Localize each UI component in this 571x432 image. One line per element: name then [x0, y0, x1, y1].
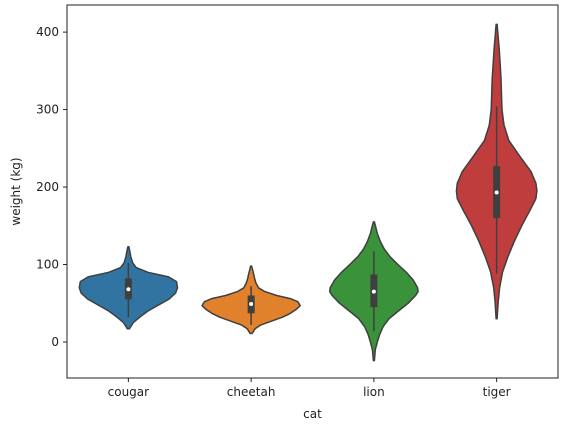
- y-tick-label-0: 0: [51, 335, 59, 349]
- violin-layer: [78, 23, 538, 362]
- median-dot-lion: [371, 289, 376, 294]
- y-tick-label-400: 400: [36, 25, 59, 39]
- plot-frame: [66, 4, 559, 379]
- y-tick-label-200: 200: [36, 180, 59, 194]
- x-tick-label-tiger: tiger: [483, 385, 511, 399]
- x-tick-label-cougar: cougar: [108, 385, 150, 399]
- y-tick-label-100: 100: [36, 258, 59, 272]
- y-tick-label-300: 300: [36, 103, 59, 117]
- x-tick-label-lion: lion: [363, 385, 385, 399]
- median-dot-tiger: [494, 190, 499, 195]
- median-dot-cougar: [126, 287, 131, 292]
- y-axis-label: weight (kg): [9, 157, 23, 225]
- x-tick-label-cheetah: cheetah: [227, 385, 276, 399]
- x-axis-label: cat: [303, 407, 322, 421]
- median-dot-cheetah: [249, 302, 254, 307]
- axes-layer: cougar cheetah lion tiger 0 100 200 300 400: [36, 25, 511, 399]
